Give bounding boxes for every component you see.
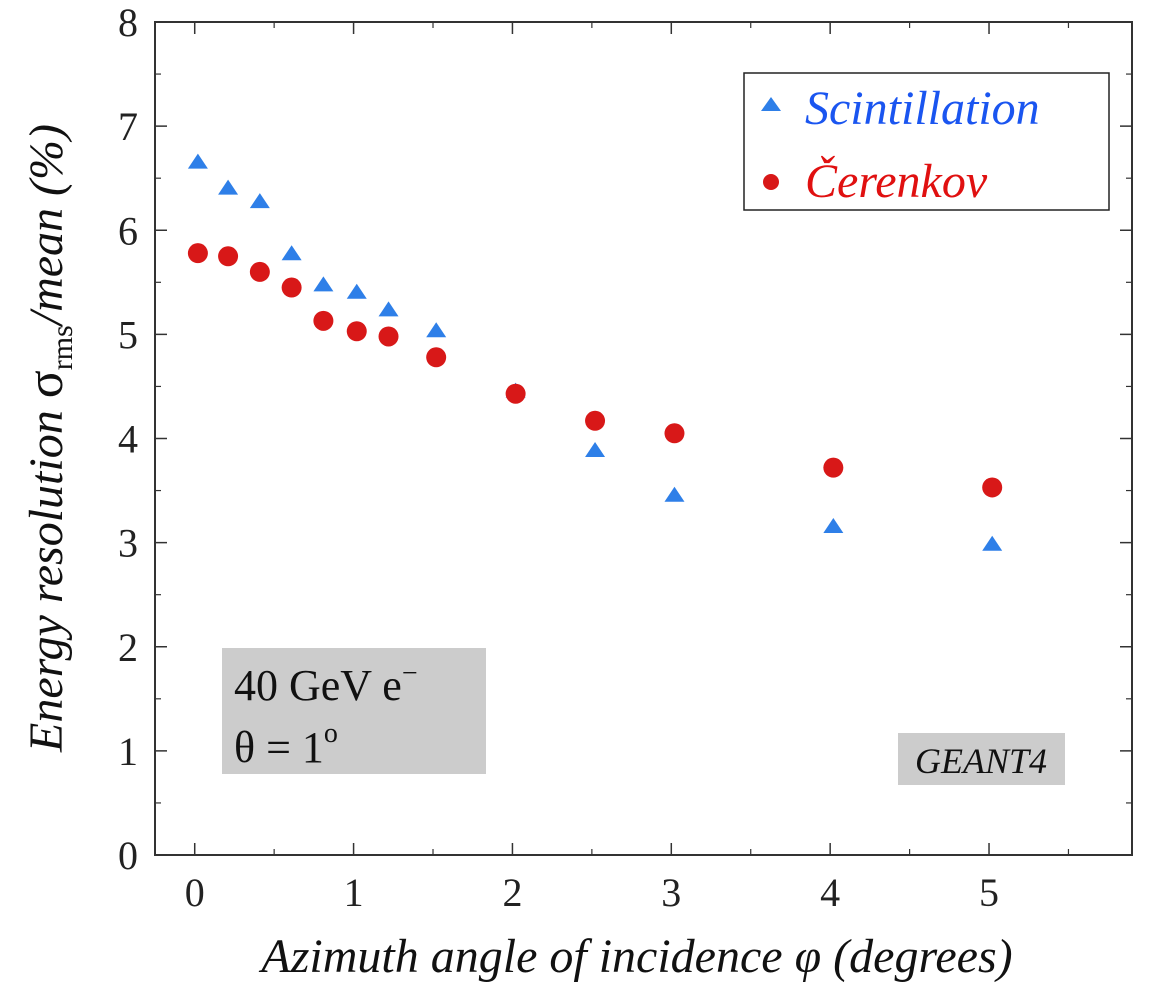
cerenkov-point [505,383,526,404]
cerenkov-point [426,347,447,368]
x-axis-title: Azimuth angle of incidence φ (degrees) [258,930,1012,983]
degree-superscript: o [324,718,338,749]
cerenkov-point [249,261,270,282]
cerenkov-point [982,477,1003,498]
series-scintillation [187,153,1003,551]
cerenkov-point [187,243,208,264]
y-tick-label: 6 [118,208,138,253]
y-tick-label: 2 [118,625,138,670]
x-tick-label: 5 [979,870,999,915]
y-axis-title: Energy resolution σrms/mean (%) [17,124,79,753]
y-tick-label: 4 [118,417,138,462]
y-tick-label: 3 [118,521,138,566]
theta-angle-label: θ = 1 [234,723,324,772]
simulation-label: GEANT4 [915,741,1047,781]
scintillation-point [378,301,399,317]
cerenkov-point [281,277,302,298]
y-axis-sigma: σ [17,370,74,398]
scintillation-point [187,153,208,169]
simulation-background [898,733,1065,785]
y-tick-label: 1 [118,729,138,774]
scintillation-point [426,322,447,338]
x-tick-label: 3 [661,870,681,915]
cerenkov-point [585,410,606,431]
scintillation-point [585,441,606,457]
beam-info-line1: 40 GeV e− [234,658,418,710]
x-tick-label: 2 [502,870,522,915]
legend-frame [743,72,1110,211]
scintillation-point [664,486,685,502]
y-axis-title-main: Energy resolution [20,398,73,753]
y-axis-title-suffix: /mean (%) [20,124,73,328]
y-axis-sigma-subscript: rms [46,325,79,370]
legend-cerenkov-marker [763,174,779,190]
y-tick-label: 5 [118,312,138,357]
scintillation-point [249,193,270,209]
legend-scintillation-marker [761,97,781,111]
beam-energy-label: 40 GeV e [234,661,402,710]
x-tick-label: 4 [820,870,840,915]
x-tick-label: 1 [344,870,364,915]
beam-info-box: 40 GeV e− θ = 1o [222,648,486,774]
cerenkov-point [313,310,334,331]
scintillation-point [346,283,367,299]
cerenkov-point [378,326,399,347]
scintillation-point [313,276,334,292]
x-tick-label: 0 [185,870,205,915]
simulation-box: GEANT4 [898,733,1065,785]
scintillation-point [823,518,844,534]
axis-ticks [155,21,1132,856]
legend-scintillation-label: Scintillation [805,82,1040,135]
y-tick-label: 8 [118,0,138,45]
electron-charge-superscript: − [402,658,418,689]
beam-info-line2: θ = 1o [234,718,338,772]
tick-labels: 0 1 2 3 4 5 0 1 2 3 4 5 6 7 8 [118,0,999,915]
cerenkov-point [346,321,367,342]
cerenkov-point [664,423,685,444]
cerenkov-point [823,457,844,478]
cerenkov-point [218,246,239,267]
legend: Scintillation Čerenkov [743,72,1110,211]
scintillation-point [281,245,302,261]
y-tick-label: 7 [118,104,138,149]
beam-info-background [222,648,486,774]
y-tick-label: 0 [118,833,138,878]
scintillation-point [218,179,239,195]
scintillation-point [982,535,1003,551]
series-cerenkov [187,243,1003,498]
legend-cerenkov-label: Čerenkov [805,154,988,208]
